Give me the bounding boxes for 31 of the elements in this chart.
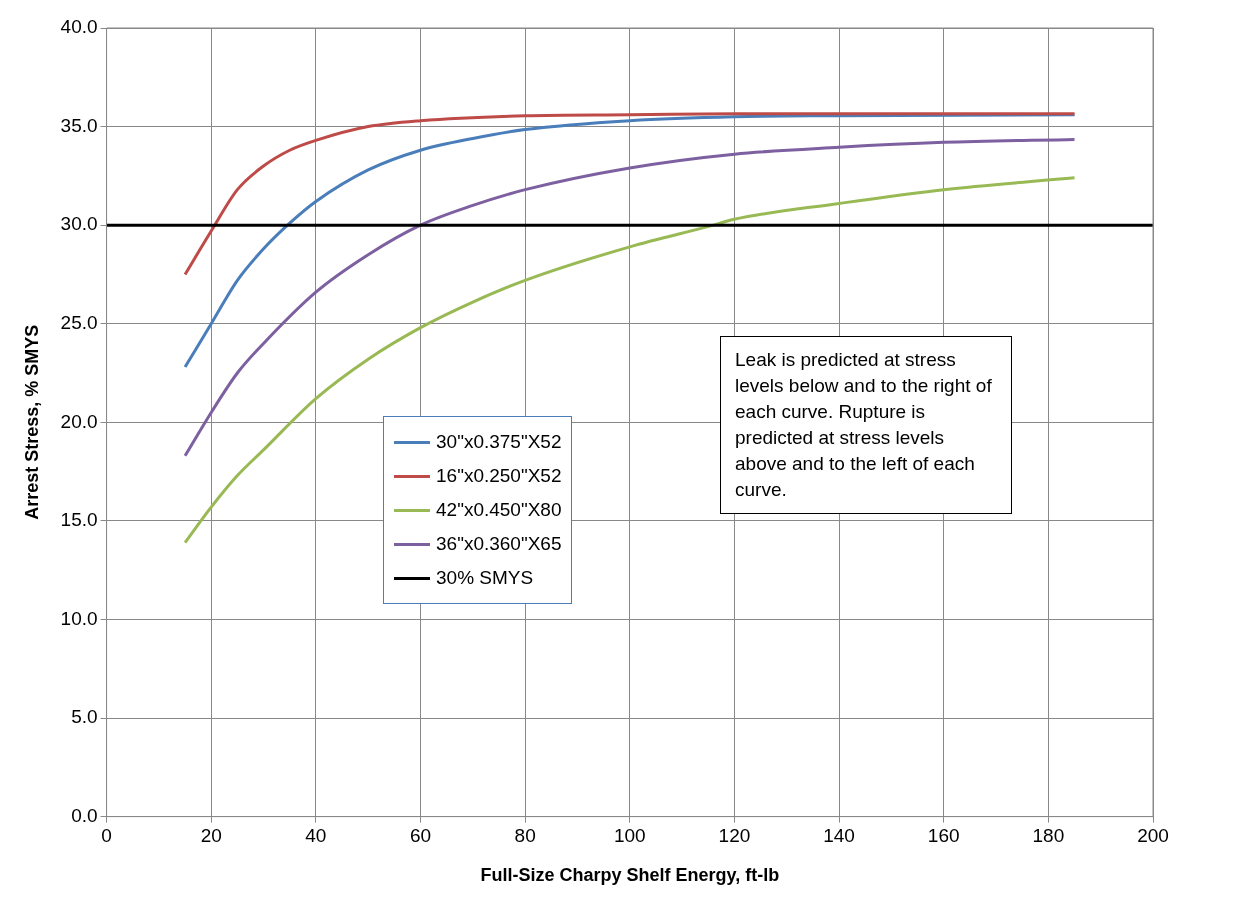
y-tick-label: 15.0 [60, 509, 98, 531]
x-tick-label: 120 [718, 825, 751, 847]
line-series [183, 113, 1077, 369]
line-series [183, 137, 1077, 458]
legend-label: 30% SMYS [436, 566, 534, 590]
x-tick-label: 60 [409, 825, 432, 847]
y-tick-label: 0.0 [71, 804, 98, 826]
legend-label: 16"x0.250"X52 [436, 464, 562, 488]
x-tick-label: 80 [514, 825, 536, 847]
x-tick-label: 200 [1137, 825, 1169, 847]
x-tick-label: 0 [101, 825, 112, 847]
y-axis-title: Arrest Stress, % SMYS [21, 324, 42, 520]
x-axis-title: Full-Size Charpy Shelf Energy, ft-lb [480, 865, 780, 886]
y-tick-label: 35.0 [60, 114, 98, 136]
x-tick-label: 140 [823, 825, 855, 847]
y-tick-label: 40.0 [60, 16, 98, 38]
y-tick-label: 5.0 [71, 706, 98, 728]
x-tick-label: 40 [305, 825, 327, 847]
y-tick-label: 20.0 [60, 410, 98, 432]
y-tick-label: 30.0 [60, 213, 98, 235]
legend-label: 42"x0.450"X80 [436, 498, 562, 522]
y-tick-label: 10.0 [60, 607, 98, 629]
legend-label: 36"x0.360"X65 [436, 532, 562, 556]
line-series [183, 112, 1077, 276]
x-tick-label: 20 [200, 825, 222, 847]
x-tick-label: 100 [613, 825, 646, 847]
x-tick-label: 160 [927, 825, 960, 847]
y-tick-label: 25.0 [60, 311, 98, 333]
legend-label: 30"x0.375"X52 [436, 430, 562, 454]
x-tick-label: 180 [1032, 825, 1065, 847]
annotation: Leak is predicted at stress levels below and to the right of each curve. Rupture is predicted at stress levels above and to the left of each curve. [720, 336, 1012, 514]
